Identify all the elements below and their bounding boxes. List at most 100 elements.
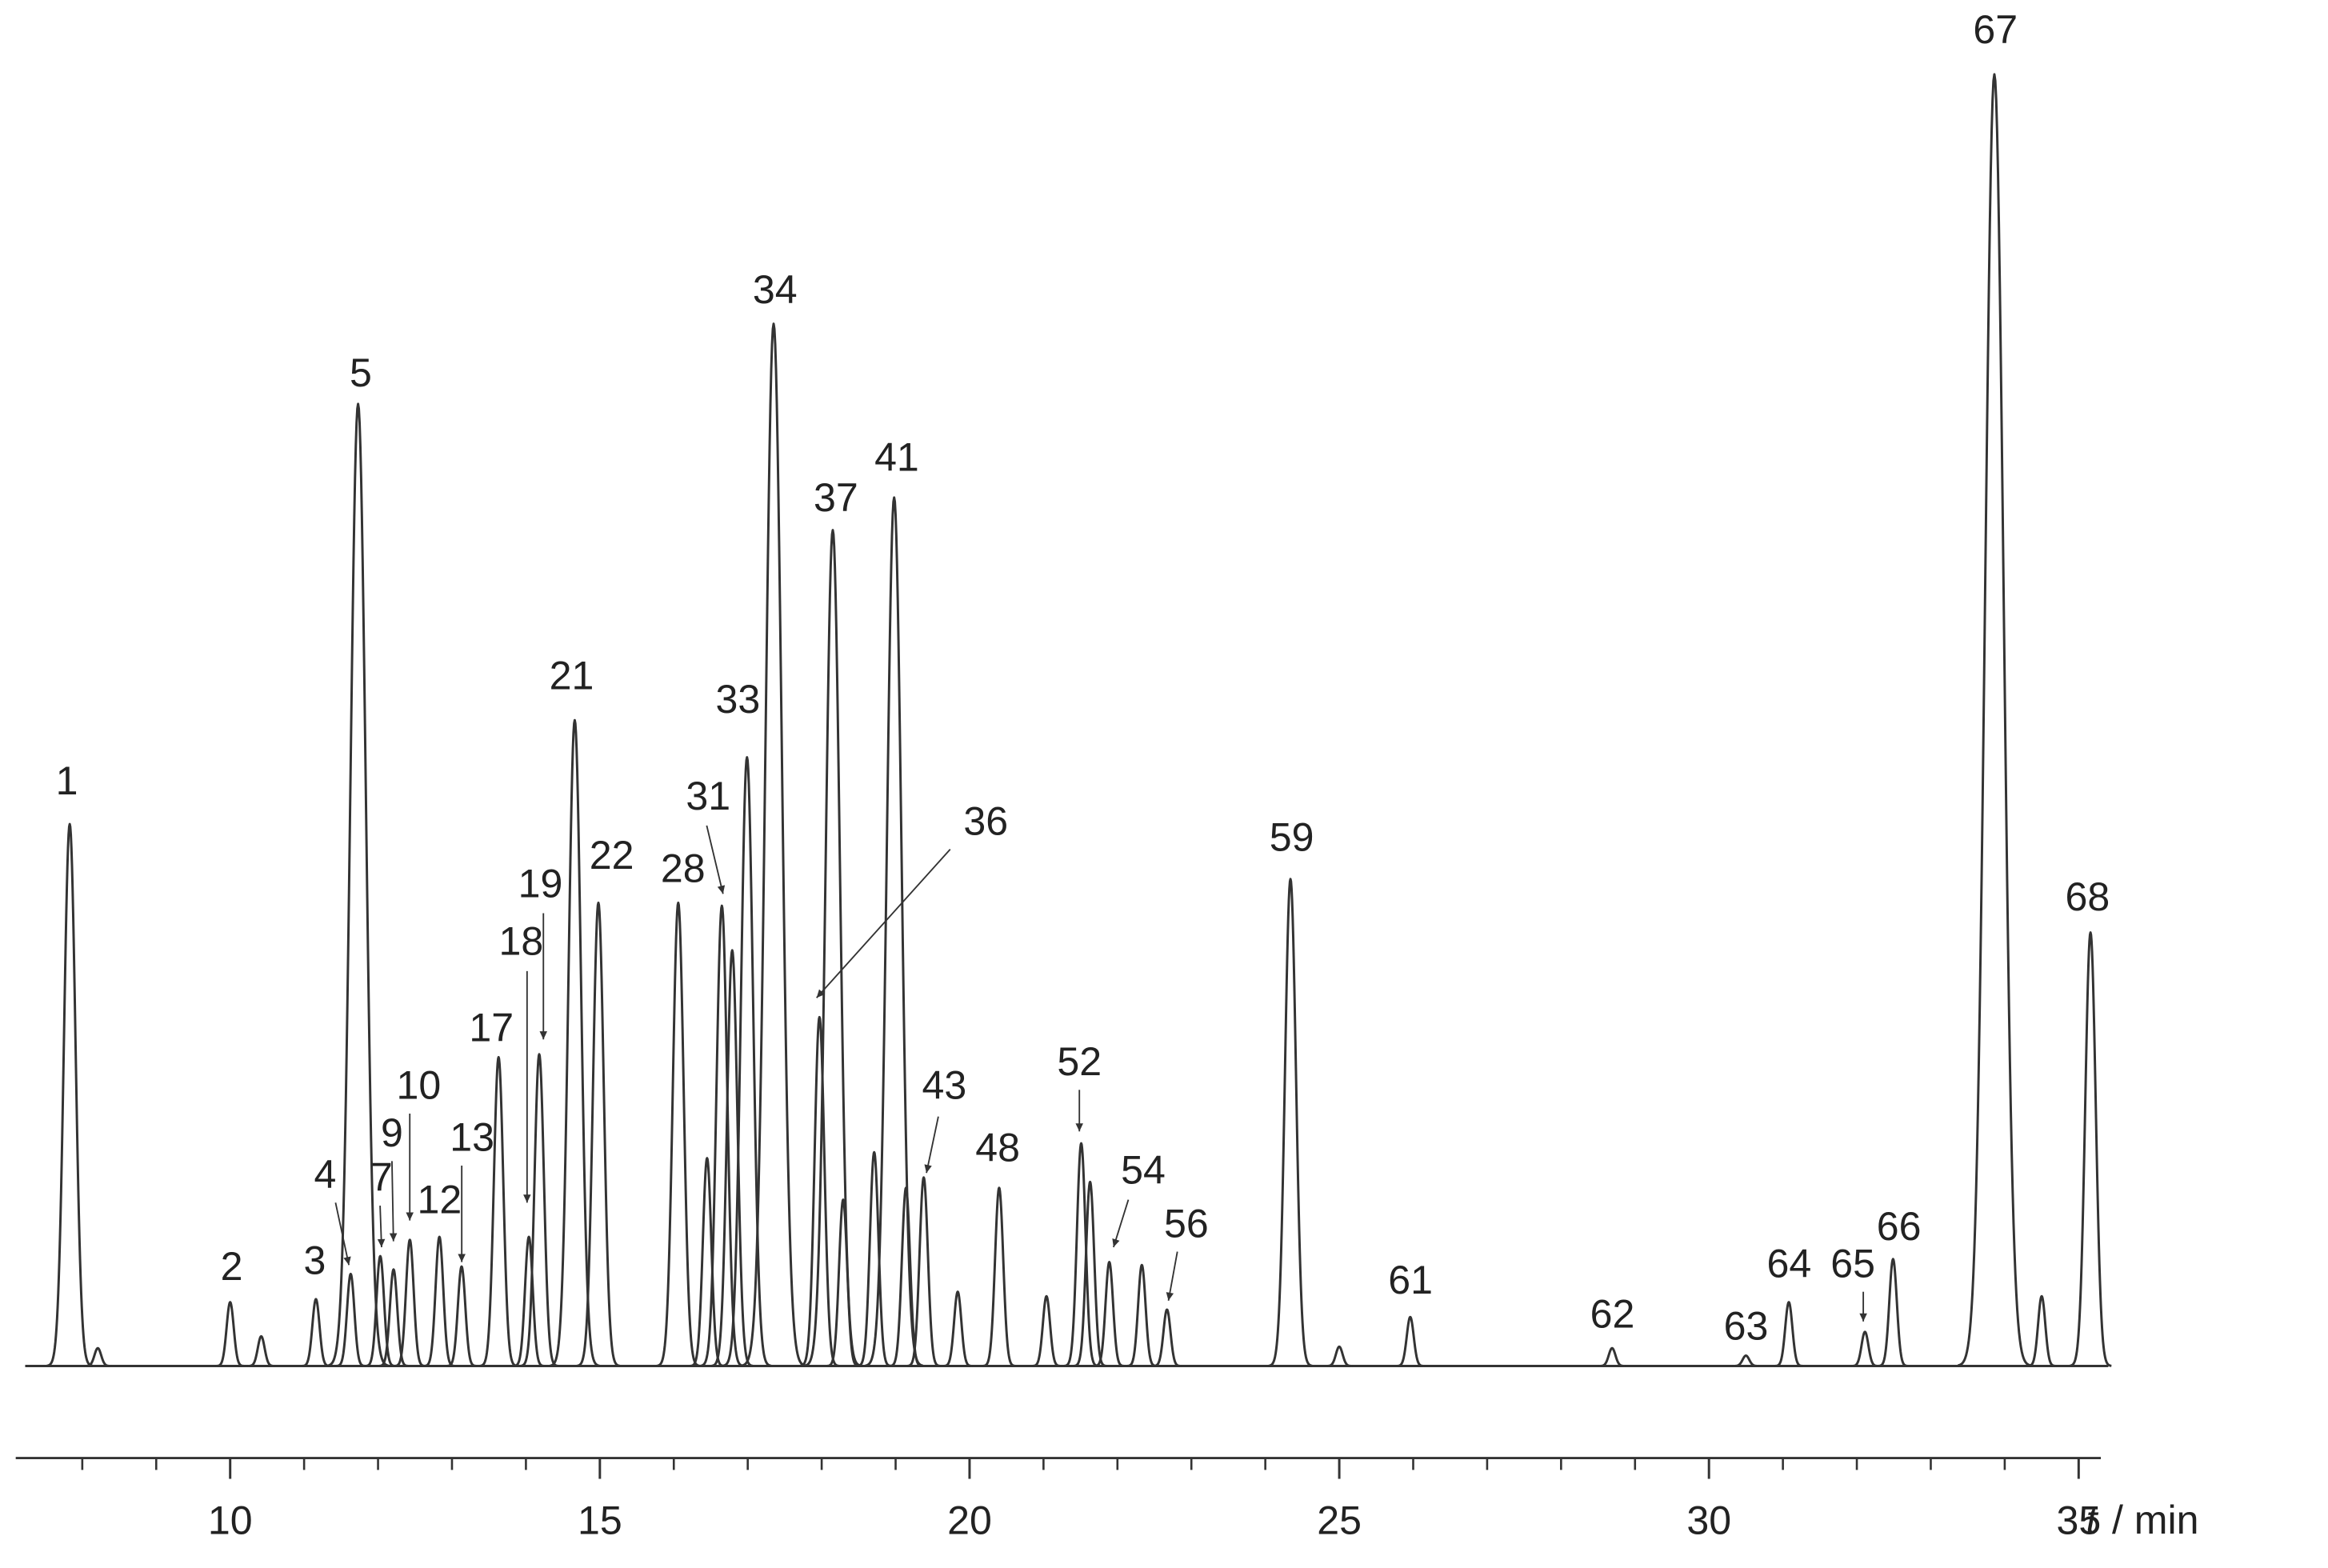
peak-label: 36 — [963, 798, 1008, 843]
peak-label: 31 — [686, 774, 730, 818]
peak-label: 43 — [922, 1063, 966, 1108]
peak — [1267, 878, 1314, 1367]
peak-label: 56 — [1164, 1201, 1209, 1246]
peak-label: 10 — [396, 1063, 441, 1108]
peak — [2069, 931, 2113, 1367]
peak — [856, 1150, 892, 1367]
peak — [942, 1290, 974, 1367]
peak-arrow — [816, 849, 951, 998]
x-axis-label: t / min — [2086, 1498, 2198, 1542]
peak — [519, 1053, 559, 1367]
arrow-head — [816, 989, 825, 998]
peak — [446, 1265, 478, 1367]
arrow-head — [377, 1238, 386, 1248]
peak-label: 61 — [1388, 1258, 1433, 1302]
peak-label: 17 — [469, 1005, 514, 1050]
peak — [982, 1186, 1017, 1367]
peak-label: 22 — [590, 833, 634, 878]
peak-label: 12 — [417, 1178, 462, 1222]
x-label-unit: / min — [2112, 1498, 2199, 1542]
peak — [576, 901, 621, 1367]
peak-label: 63 — [1724, 1303, 1769, 1348]
peak-label: 33 — [715, 677, 760, 722]
peak — [741, 322, 806, 1367]
peak — [689, 1157, 725, 1367]
peak — [1152, 1308, 1182, 1367]
peak — [478, 1055, 518, 1367]
peak — [710, 949, 754, 1367]
peak-label: 4 — [314, 1152, 336, 1197]
peak-label: 52 — [1057, 1039, 1102, 1084]
peak-label: 28 — [661, 846, 706, 891]
peak — [364, 1254, 397, 1367]
peak — [378, 1268, 410, 1367]
peak — [1325, 1345, 1354, 1367]
x-tick-label: 20 — [947, 1498, 992, 1542]
x-tick-label: 25 — [1317, 1498, 1362, 1542]
peak — [83, 1346, 113, 1367]
arrow-head — [1112, 1238, 1120, 1248]
arrow-head — [343, 1256, 351, 1266]
peak — [865, 496, 924, 1367]
arrow-head — [1859, 1313, 1867, 1322]
peak-label: 18 — [499, 919, 544, 964]
peak — [1093, 1261, 1126, 1367]
arrow-head — [924, 1164, 932, 1174]
peak — [906, 1176, 942, 1367]
peak — [889, 1186, 923, 1367]
peak-label: 59 — [1270, 815, 1314, 860]
peak — [722, 756, 772, 1367]
x-tick-label: 10 — [208, 1498, 253, 1542]
peak — [512, 1235, 546, 1367]
peak — [699, 904, 744, 1367]
peak-label: 68 — [2065, 874, 2110, 919]
peak-label: 21 — [550, 653, 594, 698]
peak — [1957, 73, 2031, 1367]
peak — [246, 1334, 276, 1367]
peak-label: 1 — [56, 758, 78, 803]
peak — [1877, 1258, 1910, 1367]
peak — [1126, 1263, 1158, 1367]
peak-arrow — [706, 825, 724, 894]
peak-label: 67 — [1973, 7, 2018, 52]
peak — [1063, 1142, 1099, 1367]
peak-label: 48 — [975, 1126, 1020, 1170]
peak — [1731, 1354, 1761, 1367]
peak — [326, 402, 390, 1367]
x-tick-label: 35 — [2056, 1498, 2101, 1542]
peak-arrow — [1113, 1199, 1130, 1248]
peak-label: 2 — [221, 1244, 243, 1289]
peak-label: 66 — [1877, 1204, 1922, 1249]
arrow-head — [389, 1233, 398, 1242]
peak — [334, 1272, 366, 1367]
peak — [1850, 1330, 1880, 1367]
arrow-head — [717, 885, 726, 894]
peak — [826, 1198, 860, 1367]
peak — [549, 718, 601, 1367]
peak — [1395, 1315, 1426, 1367]
peak — [214, 1301, 246, 1367]
peak-label: 37 — [814, 475, 858, 520]
plot-area — [25, 73, 2113, 1367]
peak-label: 54 — [1121, 1147, 1166, 1192]
peak — [1598, 1346, 1626, 1367]
peak-label: 64 — [1766, 1241, 1811, 1286]
x-tick-label: 15 — [578, 1498, 622, 1542]
peak — [1031, 1294, 1062, 1367]
peak-label: 65 — [1830, 1241, 1875, 1286]
peak-label: 41 — [874, 435, 919, 480]
peak-label: 9 — [381, 1110, 403, 1155]
arrow-head — [406, 1212, 414, 1221]
x-label-symbol: t — [2086, 1498, 2098, 1542]
peak-label: 19 — [518, 861, 563, 906]
peak — [46, 822, 94, 1367]
peak-arrow — [334, 1202, 350, 1266]
peak-label: 3 — [304, 1238, 326, 1283]
peak-label: 34 — [753, 267, 798, 312]
x-tick-label: 30 — [1686, 1498, 1731, 1542]
peak — [1774, 1301, 1804, 1367]
peak — [422, 1235, 456, 1367]
arrow-head — [458, 1254, 466, 1262]
arrow-head — [1166, 1292, 1174, 1301]
